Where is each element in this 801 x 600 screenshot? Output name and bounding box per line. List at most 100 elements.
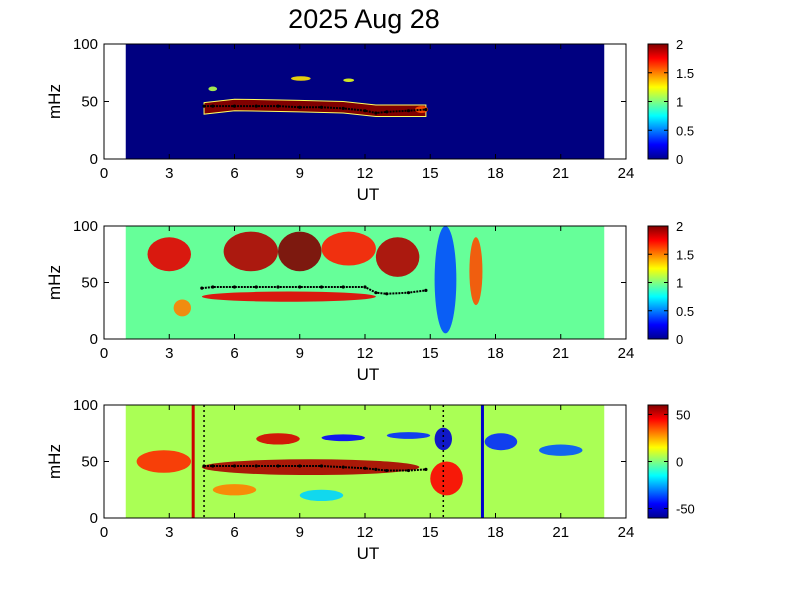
- trace-point: [374, 467, 378, 472]
- x-tick-label: 24: [618, 524, 635, 541]
- heatmap-blob: [434, 427, 452, 451]
- trace-point: [319, 285, 324, 289]
- heatmap-blob: [299, 489, 344, 502]
- trace-point: [276, 285, 280, 289]
- x-axis-label: UT: [357, 185, 380, 204]
- x-tick-label: 6: [230, 524, 238, 541]
- x-axis-label: UT: [357, 365, 380, 384]
- colorbar-tick-label: 1.5: [676, 247, 694, 262]
- trace-point: [276, 464, 280, 468]
- heatmap-background: [125, 44, 605, 159]
- x-tick-label: 18: [487, 345, 504, 362]
- colorbar-tick-label: 50: [676, 407, 690, 422]
- heatmap-blob: [321, 231, 376, 266]
- heatmap-blob: [201, 291, 376, 302]
- trace-point: [254, 464, 258, 468]
- trace-point: [385, 110, 389, 114]
- heatmap-blob: [484, 433, 518, 451]
- panel-1: 0 3 6 9 12 15 18 21 24 0 50 100 UT mHz 0 0.5 1 1.5 2: [45, 36, 694, 204]
- x-tick-label: 15: [422, 524, 439, 541]
- heatmap-blob: [201, 459, 420, 476]
- trace-point: [341, 285, 345, 289]
- y-tick-label: 100: [73, 397, 98, 414]
- trace-point: [254, 104, 258, 108]
- colorbar-tick-label: -50: [676, 502, 695, 517]
- trace-point: [341, 465, 345, 469]
- colorbar-tick-label: 0.5: [676, 304, 694, 319]
- x-tick-label: 24: [618, 165, 635, 182]
- colorbar-tick-label: 2: [676, 37, 683, 52]
- x-tick-label: 21: [552, 165, 569, 182]
- panel-2: 0 3 6 9 12 15 18 21 24 0 50 100 UT mHz 0 0.5 1 1.5 2: [45, 218, 694, 384]
- trace-point: [298, 285, 302, 289]
- heatmap-blob: [375, 237, 420, 277]
- heatmap-blob: [208, 86, 218, 92]
- x-tick-label: 0: [100, 345, 108, 362]
- heatmap-blob: [415, 106, 429, 114]
- colorbar-tick-label: 0.5: [676, 123, 694, 138]
- trace-point: [374, 111, 378, 115]
- y-axis-label: mHz: [45, 84, 64, 119]
- panel-3: 0 3 6 9 12 15 18 21 24 0 50 100 UT mHz -50 0 50: [45, 397, 695, 563]
- trace-point: [424, 467, 428, 472]
- heatmap-blob: [469, 237, 483, 306]
- trace-point: [363, 109, 367, 113]
- trace-point: [363, 285, 367, 289]
- trace-point: [232, 464, 237, 468]
- x-tick-label: 15: [422, 345, 439, 362]
- y-tick-label: 50: [81, 275, 98, 292]
- trace-point: [232, 104, 237, 108]
- trace-point: [319, 464, 324, 468]
- y-tick-label: 50: [81, 454, 98, 471]
- heatmap-blob: [343, 78, 355, 82]
- x-tick-label: 3: [165, 524, 173, 541]
- heatmap-blob: [147, 237, 191, 272]
- x-tick-label: 3: [165, 165, 173, 182]
- x-tick-label: 3: [165, 345, 173, 362]
- trace-point: [211, 464, 215, 468]
- trace-point: [406, 109, 411, 113]
- x-axis-label: UT: [357, 544, 380, 563]
- heatmap-blob: [321, 434, 365, 442]
- y-tick-label: 100: [73, 218, 98, 235]
- y-tick-label: 100: [73, 36, 98, 53]
- colorbar-tick-label: 1: [676, 276, 683, 291]
- heatmap-blob: [223, 231, 278, 272]
- x-tick-label: 6: [230, 345, 238, 362]
- y-tick-label: 0: [90, 331, 98, 348]
- trace-point: [385, 468, 389, 473]
- colorbar-tick-label: 0: [676, 332, 683, 347]
- x-tick-label: 18: [487, 165, 504, 182]
- x-tick-label: 0: [100, 165, 108, 182]
- trace-point: [298, 105, 302, 109]
- heatmap-blob: [136, 450, 191, 473]
- trace-point: [202, 104, 206, 108]
- x-tick-label: 21: [552, 524, 569, 541]
- trace-point: [232, 285, 237, 289]
- colorbar-tick-label: 1: [676, 95, 683, 110]
- x-tick-label: 9: [296, 165, 304, 182]
- trace-point: [424, 288, 428, 293]
- y-tick-label: 0: [90, 151, 98, 168]
- y-axis-label: mHz: [45, 444, 64, 479]
- x-tick-label: 21: [552, 345, 569, 362]
- x-tick-label: 9: [296, 345, 304, 362]
- trace-point: [200, 286, 204, 290]
- trace-point: [374, 291, 378, 295]
- x-tick-label: 12: [357, 345, 374, 362]
- trace-point: [341, 106, 345, 110]
- x-tick-label: 12: [357, 524, 374, 541]
- trace-point: [363, 466, 367, 470]
- trace-point: [211, 285, 215, 289]
- colorbar-tick-label: 0: [676, 455, 683, 470]
- trace-point: [385, 292, 389, 296]
- figure-title: 2025 Aug 28: [288, 4, 440, 34]
- heatmap-blob: [539, 444, 583, 456]
- x-tick-label: 0: [100, 524, 108, 541]
- y-axis-label: mHz: [45, 265, 64, 300]
- x-tick-label: 6: [230, 165, 238, 182]
- heatmap-blob: [173, 299, 191, 317]
- x-tick-label: 15: [422, 165, 439, 182]
- x-tick-label: 9: [296, 524, 304, 541]
